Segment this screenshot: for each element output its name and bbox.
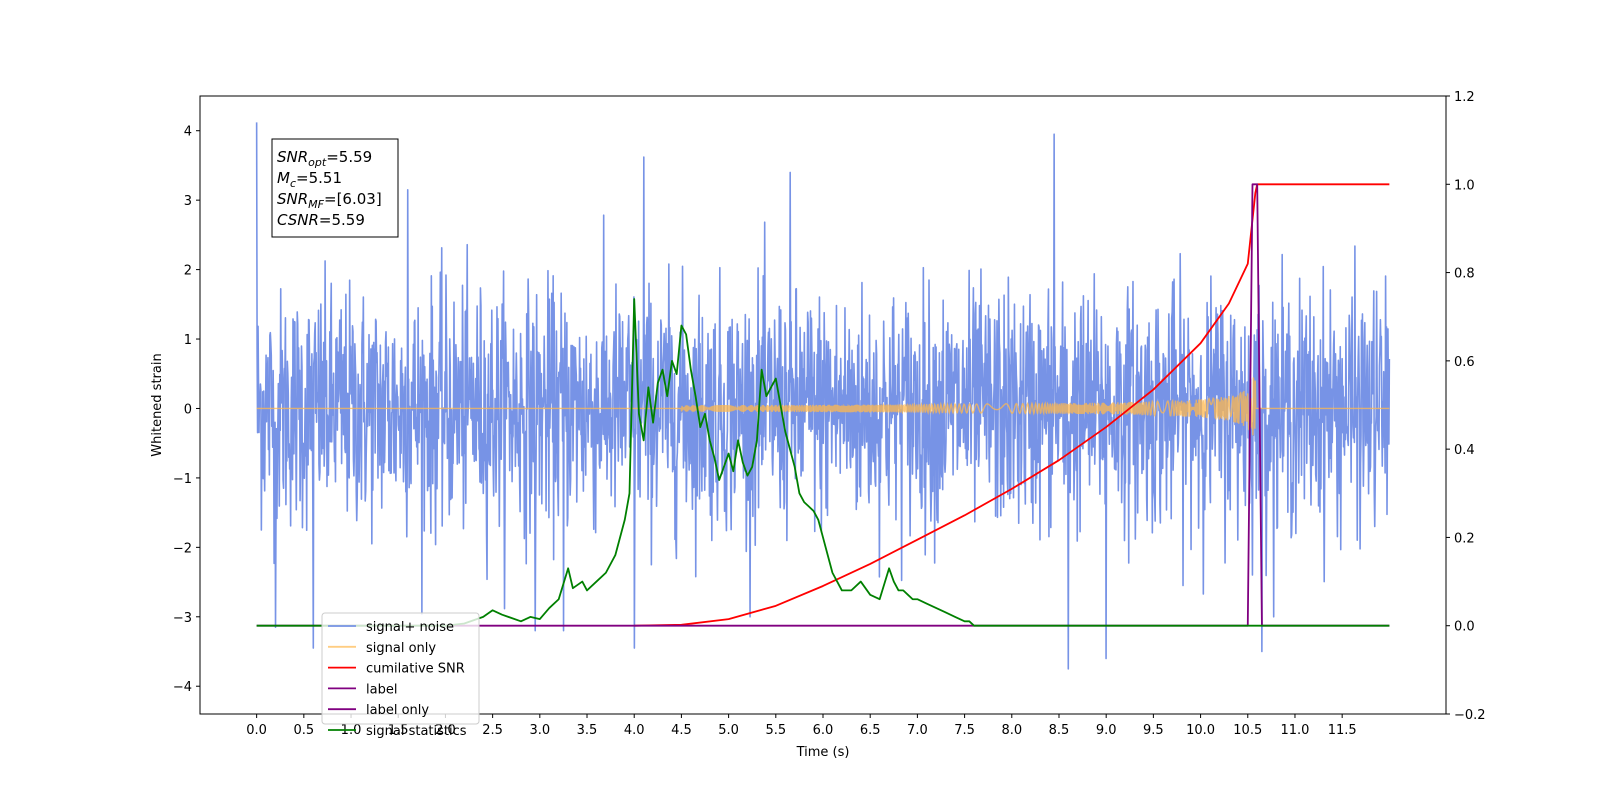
y2-tick-label: 0.2 — [1454, 531, 1475, 546]
legend-label: label only — [366, 703, 429, 718]
y2-tick-label: 1.2 — [1454, 90, 1475, 105]
series-signal-statistics — [256, 298, 1390, 627]
y-axis-label: Whitened strain — [150, 353, 165, 456]
legend-label: signal only — [366, 641, 436, 656]
y-axis-ticks: 4 3 2 1 0 −1 −2 −3 −4 — [173, 125, 200, 695]
y-tick-label: −4 — [173, 680, 192, 695]
y2-tick-label: 1.0 — [1454, 178, 1475, 193]
annotation-line: SNRopt=5.59 — [277, 148, 372, 169]
x-tick-label: 11.5 — [1328, 723, 1357, 738]
x-tick-label: 7.5 — [954, 723, 975, 738]
x-tick-label: 1.5 — [388, 723, 409, 738]
x-tick-label: 4.0 — [624, 723, 645, 738]
signal-statistics-line — [256, 298, 1390, 627]
y-tick-label: 3 — [184, 194, 192, 209]
series-signal-only — [256, 377, 1390, 436]
y2-tick-label: −0.2 — [1454, 708, 1486, 723]
x-tick-label: 9.0 — [1096, 723, 1117, 738]
y-tick-label: 1 — [184, 333, 192, 348]
y-tick-label: 4 — [184, 125, 192, 140]
x-tick-label: 7.0 — [907, 723, 928, 738]
annotation-line: CSNR=5.59 — [277, 211, 365, 229]
legend-label: signal+ noise — [366, 620, 454, 635]
x-tick-label: 10.0 — [1186, 723, 1215, 738]
y-tick-label: 0 — [184, 402, 192, 417]
x-tick-label: 5.0 — [718, 723, 739, 738]
legend-frame — [321, 612, 480, 725]
legend-label: label — [366, 682, 397, 697]
x-tick-label: 11.0 — [1280, 723, 1309, 738]
x-tick-label: 5.5 — [765, 723, 786, 738]
y2-tick-label: 0.0 — [1454, 620, 1475, 635]
x-tick-label: 0.0 — [246, 723, 267, 738]
signal-only-line — [256, 377, 1390, 436]
annotation-box-frame — [271, 138, 399, 238]
signal-noise-line — [255, 122, 1391, 670]
legend-label: signal statistics — [366, 724, 467, 739]
legend: signal+ noise signal only cumilative SNR la… — [321, 612, 480, 739]
x-tick-label: 8.0 — [1001, 723, 1022, 738]
x-tick-label: 6.5 — [860, 723, 881, 738]
x-tick-label: 3.0 — [529, 723, 550, 738]
y2-tick-label: 0.4 — [1454, 443, 1475, 458]
x-tick-label: 8.5 — [1049, 723, 1070, 738]
x-tick-label: 4.5 — [671, 723, 692, 738]
y2-tick-label: 0.6 — [1454, 355, 1475, 370]
x-axis-ticks: 0.0 0.5 1.0 1.5 2.0 2.5 3.0 3.5 4.0 4.5 5.0 5.5 6.0 6… — [246, 714, 1357, 738]
y-tick-label: −2 — [173, 541, 192, 556]
x-tick-label: 10.5 — [1233, 723, 1262, 738]
y-tick-label: −3 — [173, 611, 192, 626]
series-signal-noise — [255, 122, 1391, 670]
annotation-line: SNRMF=[6.03] — [277, 190, 382, 211]
legend-label: cumilative SNR — [366, 662, 465, 677]
y-tick-label: 2 — [184, 264, 192, 279]
x-tick-label: 0.5 — [293, 723, 314, 738]
x-tick-label: 6.0 — [813, 723, 834, 738]
y-tick-label: −1 — [173, 472, 192, 487]
x-tick-label: 3.5 — [577, 723, 598, 738]
y2-tick-label: 0.8 — [1454, 267, 1475, 282]
x-tick-label: 2.5 — [482, 723, 503, 738]
y2-axis-ticks: 1.2 1.0 0.8 0.6 0.4 0.2 0.0 −0.2 — [1446, 90, 1486, 723]
annotation-line: Mc=5.51 — [277, 169, 342, 190]
x-axis-label: Time (s) — [796, 745, 850, 760]
x-tick-label: 9.5 — [1143, 723, 1164, 738]
x-tick-label: 2.0 — [435, 723, 456, 738]
